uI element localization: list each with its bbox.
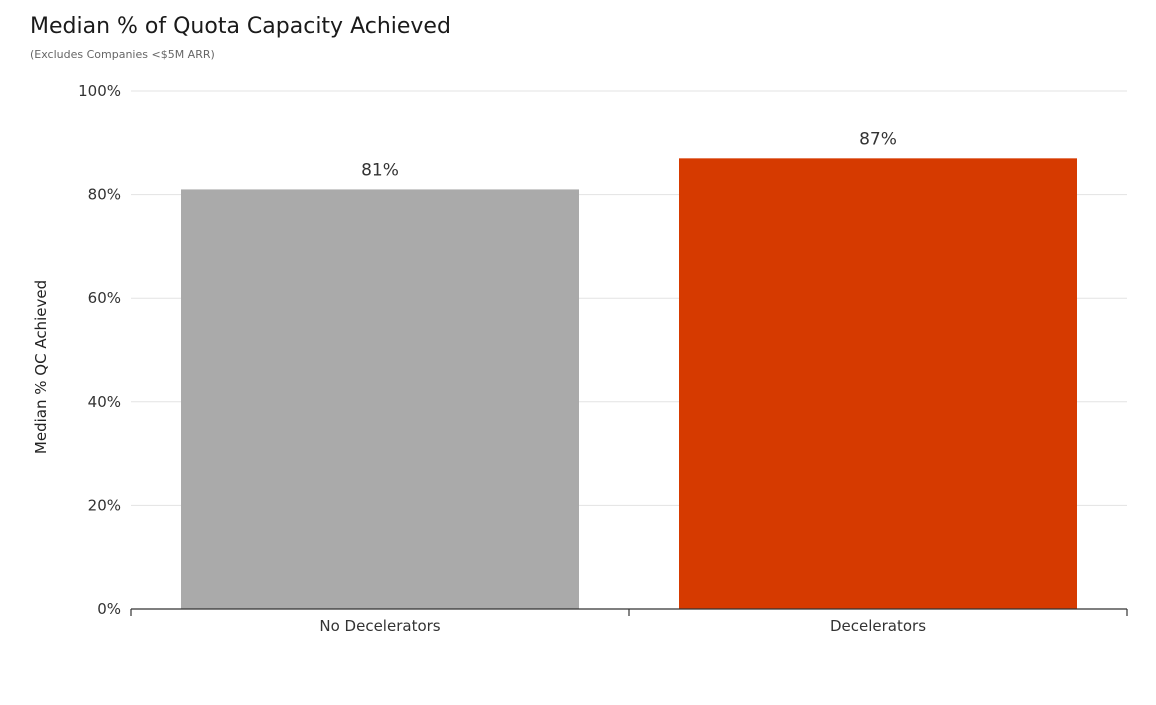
axes bbox=[130, 608, 1128, 616]
y-tick-label: 0% bbox=[97, 600, 121, 618]
chart-subtitle: (Excludes Companies <$5M ARR) bbox=[30, 48, 215, 61]
y-tick-label: 40% bbox=[88, 393, 121, 411]
y-tick-label: 100% bbox=[78, 82, 121, 100]
x-tick-label: Decelerators bbox=[830, 617, 926, 635]
labels: 0% 20% 40% 60% 80% 100% 81% No Decelerators 87% D… bbox=[78, 82, 926, 635]
data-label: 81% bbox=[361, 160, 399, 180]
bar bbox=[679, 158, 1077, 609]
chart-title: Median % of Quota Capacity Achieved bbox=[30, 14, 451, 39]
bar bbox=[181, 189, 579, 610]
y-tick-label: 80% bbox=[88, 186, 121, 204]
y-tick-label: 20% bbox=[88, 496, 121, 514]
data-label: 87% bbox=[859, 129, 897, 149]
y-tick-label: 60% bbox=[88, 289, 121, 307]
bars bbox=[181, 158, 1077, 610]
y-axis-title: Median % QC Achieved bbox=[32, 280, 50, 454]
x-tick-label: No Decelerators bbox=[319, 617, 440, 635]
